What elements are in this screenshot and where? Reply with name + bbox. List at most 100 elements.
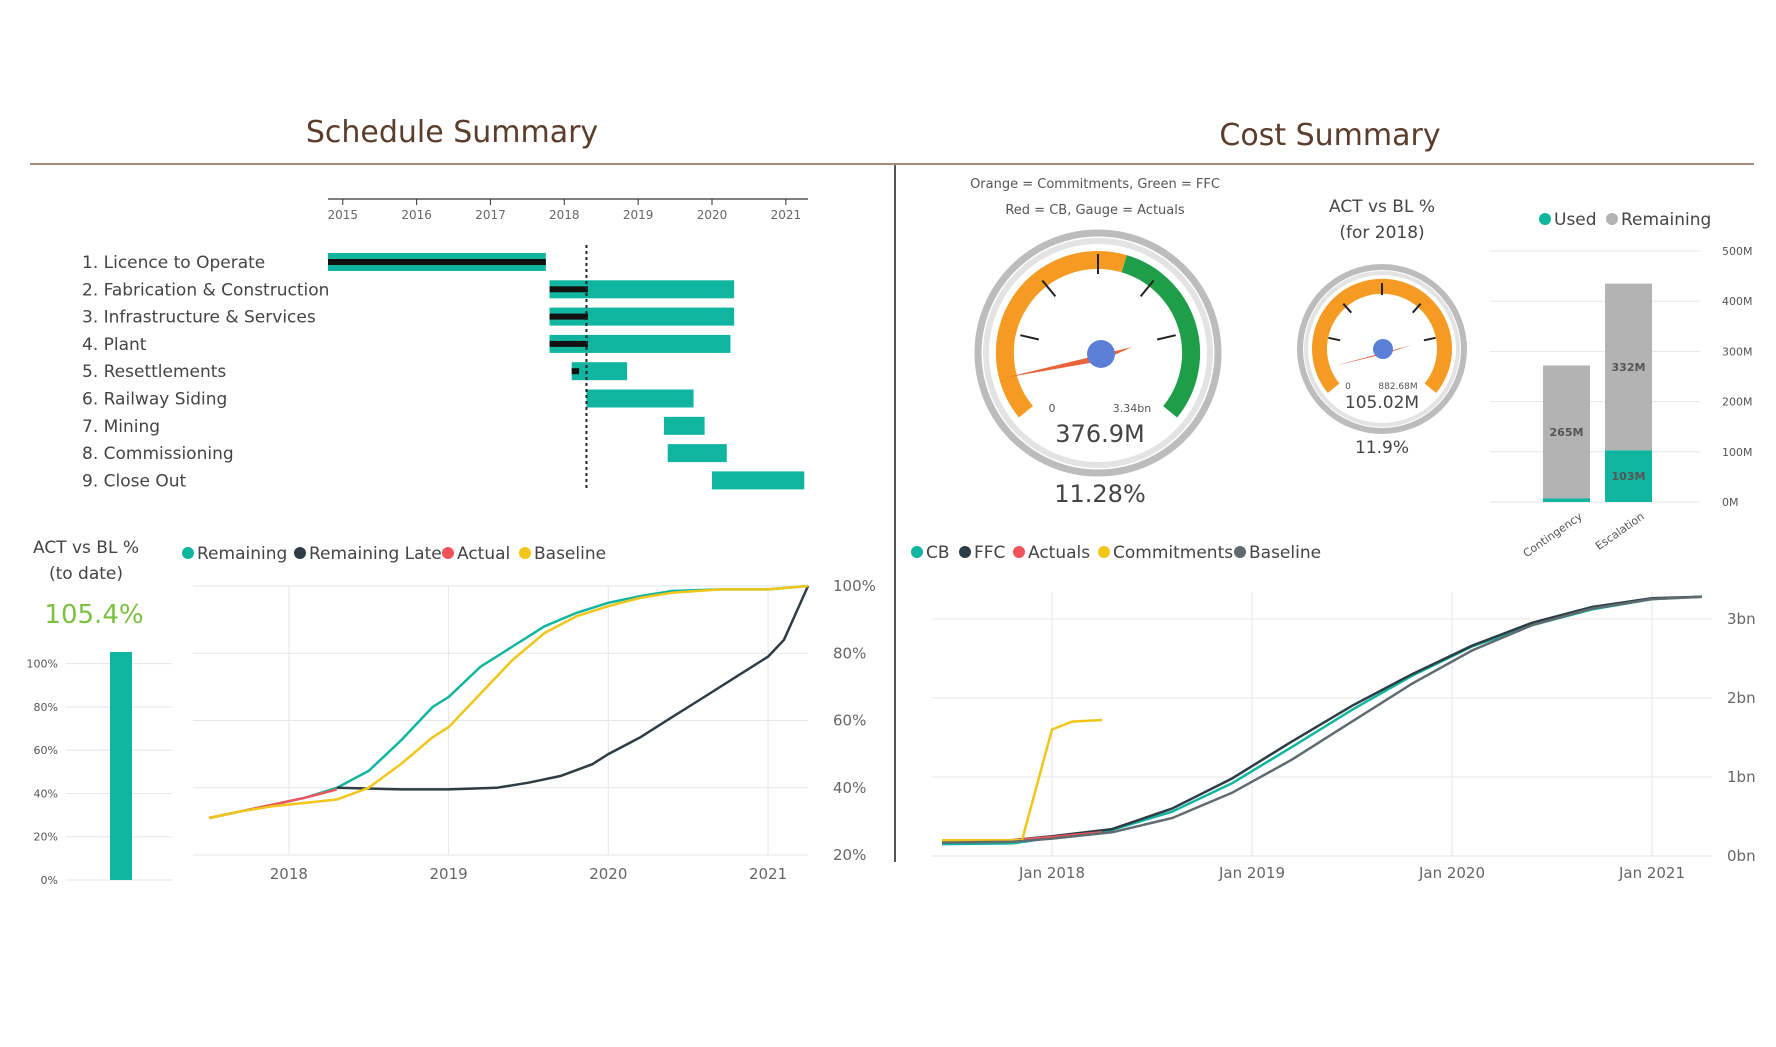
stack-legend-label-remaining: Remaining xyxy=(1621,210,1711,230)
gantt-actual-bar-5 xyxy=(571,368,580,375)
cost-legend-dot-commitments xyxy=(1098,546,1110,558)
gantt-task-label-9: 9. Close Out xyxy=(82,471,186,491)
stack-bar-label-escalation-remaining: 332M xyxy=(1612,361,1646,374)
gantt-task-label-3: 3. Infrastructure & Services xyxy=(82,308,316,328)
gauge-main-max-label: 3.34bn xyxy=(1113,402,1151,415)
cost-y-tick-1: 1bn xyxy=(1727,768,1756,786)
gantt-baseline-bar-3 xyxy=(549,307,735,326)
stack-bar-label-escalation-used: 103M xyxy=(1612,470,1646,483)
sched-legend-label-baseline: Baseline xyxy=(534,544,606,564)
cost-gauge-main: 0 3.34bn 376.9M 11.28% xyxy=(974,229,1222,508)
kpi-y-tick-5: 100% xyxy=(27,658,58,671)
act-vs-bl-todate-panel: ACT vs BL % (to date) 105.4% 0% 20% 40% 60%… xyxy=(27,538,172,887)
cost-legend-dot-actuals xyxy=(1013,546,1025,558)
gantt-tick-label-2019: 2019 xyxy=(623,208,654,222)
gauge-main-needle-hub xyxy=(1087,340,1115,368)
gantt-actual-bar-4 xyxy=(549,340,588,347)
gauge-main-green-arc xyxy=(1121,255,1201,418)
stack-category-label-escalation: Escalation xyxy=(1593,510,1647,553)
sched-legend-dot-actual xyxy=(442,547,454,559)
gantt-tick-label-2016: 2016 xyxy=(401,208,432,222)
gauge-2018-tick-2 xyxy=(1342,303,1353,314)
gantt-task-label-6: 6. Railway Siding xyxy=(82,390,227,410)
gantt-baseline-bar-9 xyxy=(712,471,805,490)
stack-y-tick-4: 400M xyxy=(1722,295,1753,308)
stack-bar-contingency-used xyxy=(1543,498,1590,502)
sched-legend-dot-remaining xyxy=(182,547,194,559)
kpi-y-tick-4: 80% xyxy=(34,701,58,714)
gauge-main-tick-4 xyxy=(1139,279,1155,298)
stack-y-tick-0: 0M xyxy=(1722,496,1739,509)
cost-line-baseline xyxy=(941,595,1703,844)
sched-y-tick-3: 80% xyxy=(833,644,866,662)
gauge-main-tick-5 xyxy=(1156,334,1176,341)
cost-y-tick-3: 3bn xyxy=(1727,610,1756,628)
gauge-2018-subtitle: (for 2018) xyxy=(1339,223,1424,243)
sched-line-remaining xyxy=(208,584,809,820)
gantt-actual-bar-2 xyxy=(549,286,588,293)
sched-line-remaining-late xyxy=(336,585,810,791)
cost-line-cb xyxy=(941,595,1703,846)
gantt-task-label-5: 5. Resettlements xyxy=(82,362,226,382)
stack-y-tick-1: 100M xyxy=(1722,446,1753,459)
gantt-baseline-bar-2 xyxy=(549,280,735,299)
stack-y-tick-3: 300M xyxy=(1722,345,1753,358)
cost-legend-label-baseline: Baseline xyxy=(1249,543,1321,563)
stack-legend-label-used: Used xyxy=(1554,210,1597,230)
gantt-tick-label-2018: 2018 xyxy=(549,208,580,222)
gauge-note-line2: Red = CB, Gauge = Actuals xyxy=(1005,203,1185,218)
sched-legend-dot-baseline xyxy=(519,547,531,559)
cost-s-curve-panel: CB FFC Actuals Commitments Baseline 0bn 1bn 2b… xyxy=(911,543,1756,882)
cost-legend-dot-baseline xyxy=(1234,546,1246,558)
act-vs-bl-todate-value: 105.4% xyxy=(44,600,143,630)
sched-x-tick-2019: 2019 xyxy=(429,865,467,883)
sched-x-tick-2021: 2021 xyxy=(749,865,787,883)
stacked-bar-chart: 0M 100M 200M 300M 400M 500M 265M Contingency 103… xyxy=(1490,245,1753,560)
gauge-main-min-label: 0 xyxy=(1049,402,1056,415)
cost-line-ffc xyxy=(942,595,1703,842)
cost-x-tick-1: Jan 2019 xyxy=(1218,864,1285,882)
cost-line-commitments xyxy=(942,718,1103,842)
gauge-2018-title: ACT vs BL % xyxy=(1329,197,1435,217)
act-vs-bl-todate-bar-chart: 0% 20% 40% 60% 80% 100% xyxy=(27,652,172,887)
sched-y-tick-1: 40% xyxy=(833,779,866,797)
sched-x-tick-2018: 2018 xyxy=(270,865,308,883)
stack-bar-escalation-remaining xyxy=(1605,283,1652,451)
sched-y-tick-2: 60% xyxy=(833,712,866,730)
cost-gauge-2018: ACT vs BL % (for 2018) 0 882.68M 105.02M… xyxy=(1297,197,1467,458)
gantt-task-label-2: 2. Fabrication & Construction xyxy=(82,280,329,300)
cost-legend-label-commitments: Commitments xyxy=(1113,543,1233,563)
schedule-gantt-chart: 2015 2016 2017 2018 2019 2020 2021 1. Licence … xyxy=(82,198,808,491)
cost-legend: CB FFC Actuals Commitments Baseline xyxy=(911,543,1321,563)
gauge-2018-tick-5 xyxy=(1423,336,1436,342)
gantt-task-label-7: 7. Mining xyxy=(82,417,160,437)
gantt-baseline-bar-6 xyxy=(586,389,694,408)
kpi-y-tick-3: 60% xyxy=(34,744,58,757)
gantt-tick-label-2020: 2020 xyxy=(697,208,728,222)
gauge-note-line1: Orange = Commitments, Green = FFC xyxy=(970,177,1220,192)
gauge-2018-needle-hub xyxy=(1373,339,1393,359)
schedule-summary-title: Schedule Summary xyxy=(306,115,598,150)
gauge-2018-tick-4 xyxy=(1411,303,1422,314)
stack-bar-contingency-remaining xyxy=(1543,365,1590,499)
contingency-escalation-panel: Used Remaining 0M 100M 200M 300M 400M 500M 265M… xyxy=(1490,210,1753,560)
gauge-2018-inner-ring xyxy=(1304,271,1460,427)
gauge-main-percent: 11.28% xyxy=(1054,480,1146,508)
gantt-tick-label-2021: 2021 xyxy=(771,208,802,222)
sched-y-tick-4: 100% xyxy=(833,577,876,595)
gauge-2018-value: 105.02M xyxy=(1345,393,1419,413)
schedule-s-curve-panel: Remaining Remaining Late Actual Baseline 20… xyxy=(182,544,876,883)
cost-s-curve-chart: 0bn 1bn 2bn 3bn Jan 2018 Jan 2019 Jan 2020 Jan … xyxy=(932,592,1756,882)
gantt-tick-label-2017: 2017 xyxy=(475,208,506,222)
gantt-x-axis: 2015 2016 2017 2018 2019 2020 2021 xyxy=(327,199,801,222)
kpi-y-tick-0: 0% xyxy=(41,874,58,887)
gantt-actual-bar-3 xyxy=(549,313,588,320)
gauge-2018-percent: 11.9% xyxy=(1355,438,1409,458)
gantt-baseline-bar-7 xyxy=(664,416,705,435)
gantt-baseline-bar-8 xyxy=(667,444,727,463)
act-vs-bl-todate-title: ACT vs BL % xyxy=(33,538,139,558)
gauge-main-tick-2 xyxy=(1041,279,1057,298)
cost-y-tick-2: 2bn xyxy=(1727,689,1756,707)
kpi-y-tick-2: 40% xyxy=(34,787,58,800)
